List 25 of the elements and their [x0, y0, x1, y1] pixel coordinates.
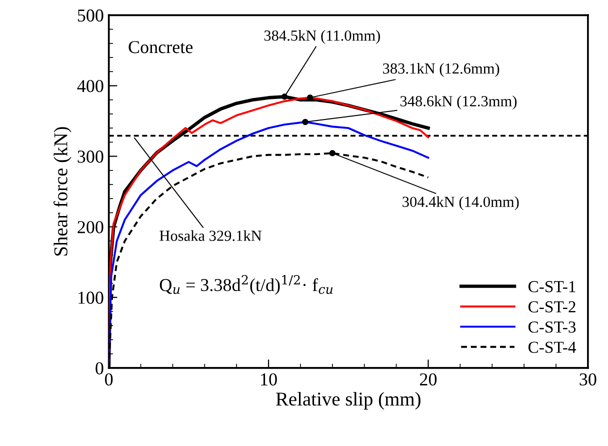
- point: [281, 94, 288, 100]
- y-tick-label: 400: [77, 80, 104, 92]
- x-tick-label: 10: [261, 373, 277, 386]
- annotation: Concrete: [128, 41, 193, 54]
- annotation: 304.4kN (14.0mm): [402, 196, 519, 210]
- legend-label: C-ST-2: [528, 301, 576, 312]
- y-tick-label: 300: [78, 150, 104, 163]
- y-tick-label: 0: [96, 362, 104, 374]
- legend-label: C-ST-4: [528, 342, 576, 353]
- x-tick-label: 0: [105, 373, 113, 386]
- annotation: Q$_{u}$ = 3.38d$^{2}$(t/d)$^{1/2}$· f$_{cu}$: [160, 275, 333, 295]
- annotation: 383.1kN (12.6mm): [383, 62, 500, 77]
- annotation: Hosaka 329.1kN: [160, 230, 262, 242]
- y-tick-label: 500: [78, 9, 104, 22]
- x-axis-title: Relative slip (mm): [276, 392, 420, 410]
- annotation: 384.5kN (11.0mm): [264, 30, 380, 44]
- annotation: 348.6kN (12.3mm): [400, 96, 517, 110]
- legend-label: C-ST-3: [528, 321, 576, 333]
- x-tick-label: 20: [420, 373, 437, 386]
- y-tick-label: 100: [78, 292, 104, 304]
- point: [329, 150, 336, 156]
- legend-label: C-ST-1: [528, 281, 576, 292]
- x-tick-label: 30: [580, 373, 596, 386]
- y-axis-title: Shear force (kN): [54, 127, 72, 256]
- y-tick-label: 200: [78, 221, 104, 234]
